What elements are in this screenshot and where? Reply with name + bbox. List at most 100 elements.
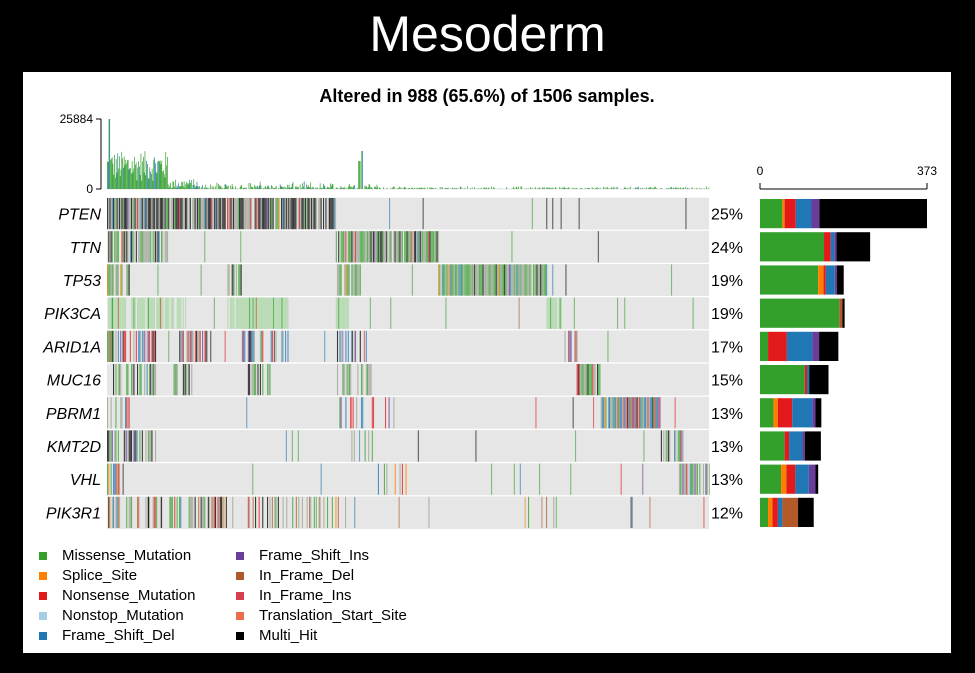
- tmb-bar: [506, 187, 507, 189]
- mutation-cell: [107, 463, 109, 495]
- mutation-cell: [151, 330, 153, 362]
- mutation-cell: [110, 430, 112, 462]
- tmb-bar: [455, 188, 457, 189]
- tmb-bar: [271, 185, 272, 189]
- mutation-cell: [597, 231, 599, 263]
- mutation-cell: [444, 264, 446, 296]
- tmb-bar: [259, 181, 261, 189]
- mutation-cell: [161, 496, 163, 528]
- mutation-cell: [189, 496, 191, 528]
- bar-segment: [760, 199, 783, 229]
- mutation-cell: [518, 297, 520, 329]
- tmb-bar: [348, 185, 350, 189]
- mutation-cell: [534, 264, 536, 296]
- mutation-cell: [146, 231, 148, 263]
- mutation-cell: [511, 231, 513, 263]
- tmb-bar: [128, 169, 130, 189]
- bar-segment: [834, 265, 838, 295]
- gene-label: PIK3CA: [44, 306, 101, 323]
- tmb-bar: [431, 188, 433, 189]
- mutation-cell: [625, 397, 627, 429]
- mutation-cell: [132, 231, 134, 263]
- tmb-bar: [476, 188, 478, 189]
- tmb-bar: [306, 184, 307, 189]
- tmb-bar: [484, 188, 486, 189]
- mutation-cell: [268, 297, 270, 329]
- tmb-bar: [687, 188, 689, 189]
- mutation-cell: [542, 264, 544, 296]
- mutation-cell: [155, 198, 157, 230]
- mutation-cell: [155, 231, 157, 263]
- tmb-bar: [274, 187, 275, 189]
- mutation-cell: [511, 264, 513, 296]
- mutation-cell: [150, 198, 152, 230]
- mutation-cell: [223, 496, 225, 528]
- tmb-bar: [367, 187, 368, 189]
- mutation-cell: [110, 231, 112, 263]
- mutation-cell: [179, 496, 181, 528]
- mutation-cell: [168, 198, 170, 230]
- mutation-cell: [519, 264, 521, 296]
- mutation-cell: [331, 496, 333, 528]
- tmb-bar: [648, 187, 650, 189]
- mutation-cell: [346, 297, 348, 329]
- mutation-cell: [187, 364, 189, 396]
- mutation-cell: [383, 463, 385, 495]
- mutation-cell: [360, 364, 363, 396]
- mutation-cell: [365, 231, 367, 263]
- bar-segment: [760, 365, 805, 395]
- mutation-cell: [189, 198, 191, 230]
- mutation-cell: [249, 330, 251, 362]
- tmb-bar: [660, 188, 662, 189]
- tmb-bar: [286, 188, 287, 189]
- mutation-cell: [125, 397, 127, 429]
- tmb-bar: [418, 188, 419, 189]
- tmb-bar: [685, 186, 687, 189]
- mutation-cell: [706, 463, 708, 495]
- mutation-cell: [340, 231, 342, 263]
- mutation-cell: [684, 463, 686, 495]
- bar-segment: [808, 464, 816, 494]
- mutation-cell: [335, 198, 337, 230]
- mutation-cell: [482, 264, 484, 296]
- mutation-cell: [229, 297, 231, 329]
- mutation-cell: [255, 364, 257, 396]
- legend-label: Translation_Start_Site: [259, 607, 407, 624]
- mutation-cell: [113, 297, 115, 329]
- mutation-cell: [346, 364, 348, 396]
- mutation-cell: [111, 198, 113, 230]
- mutation-cell: [608, 397, 610, 429]
- mutation-cell: [250, 297, 252, 329]
- tmb-bar: [650, 186, 651, 189]
- mutation-cell: [252, 364, 254, 396]
- mutation-cell: [281, 297, 283, 329]
- mutation-cell: [185, 297, 187, 329]
- mutation-cell: [107, 198, 109, 230]
- mutation-cell: [259, 297, 261, 329]
- mutation-cell: [310, 496, 312, 528]
- mutation-cell: [431, 231, 433, 263]
- mutation-cell: [303, 198, 305, 230]
- mutation-cell: [176, 297, 178, 329]
- mutation-cell: [654, 397, 656, 429]
- mutation-cell: [171, 496, 173, 528]
- mutation-cell: [287, 297, 289, 329]
- mutation-cell: [217, 496, 219, 528]
- gene-label: PBRM1: [46, 406, 101, 423]
- mutation-cell: [161, 198, 163, 230]
- tmb-bar: [151, 173, 152, 189]
- mutation-cell: [350, 397, 352, 429]
- mutation-cell: [277, 496, 279, 528]
- mutation-cell: [199, 330, 201, 362]
- mutation-cell: [213, 297, 215, 329]
- mutation-cell: [389, 198, 391, 230]
- tmb-bar: [383, 187, 384, 189]
- mutation-cell: [276, 198, 278, 230]
- mutation-cell: [419, 231, 421, 263]
- mutation-cell: [207, 198, 209, 230]
- tmb-bar: [708, 187, 710, 189]
- bar-segment: [784, 199, 796, 229]
- mutation-cell: [507, 264, 509, 296]
- tmb-bar: [150, 171, 151, 189]
- mutation-cell: [248, 198, 250, 230]
